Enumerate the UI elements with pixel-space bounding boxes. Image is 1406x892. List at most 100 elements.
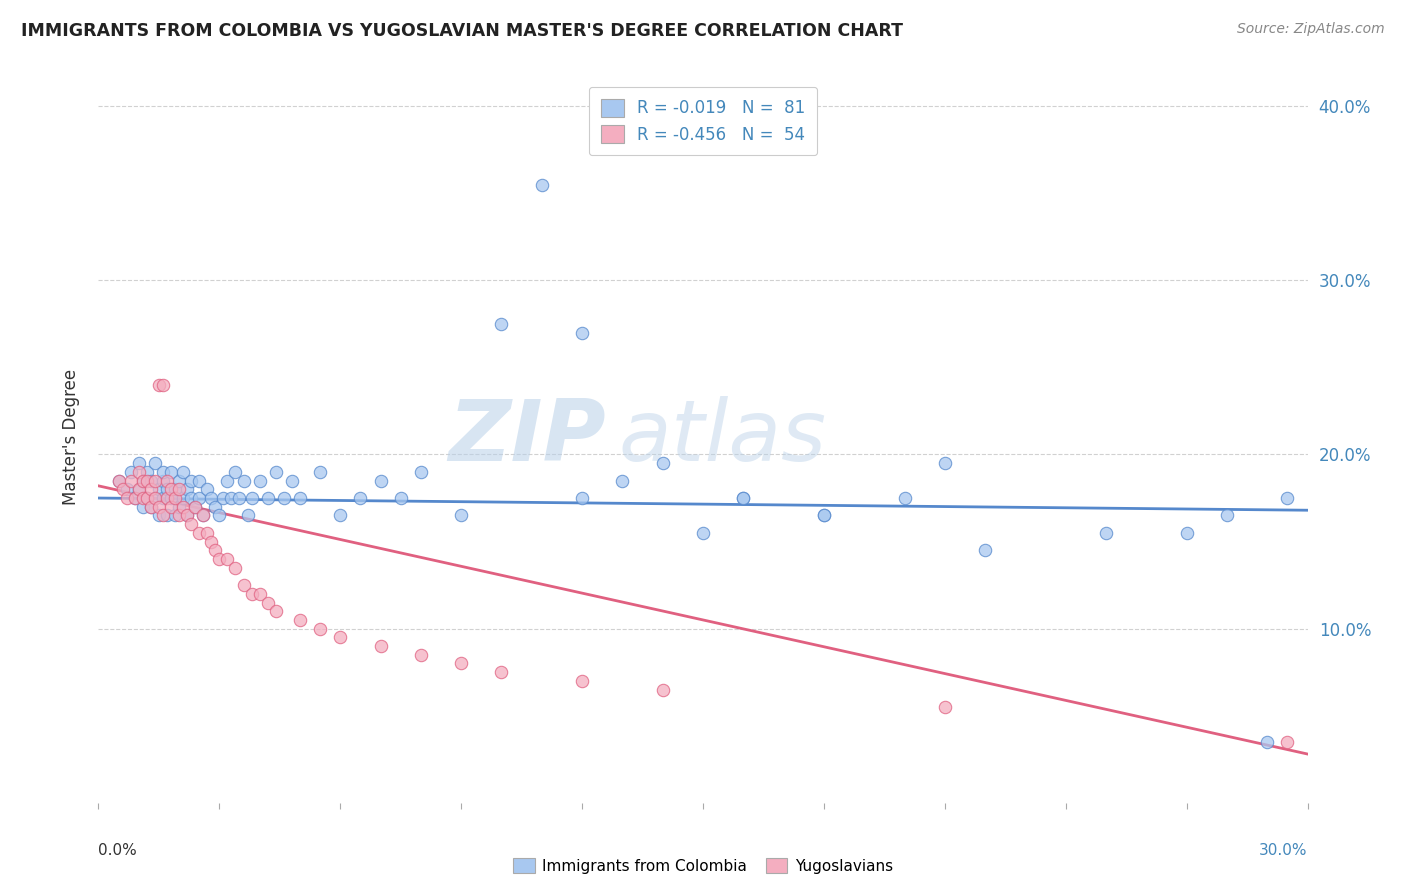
Y-axis label: Master's Degree: Master's Degree (62, 369, 80, 505)
Point (128, 483, 150, 497)
Point (167, 508, 190, 523)
Point (217, 474, 239, 488)
Point (135, 474, 157, 488)
Point (264, 604, 287, 618)
Point (184, 500, 207, 514)
Point (236, 508, 259, 523)
Point (167, 483, 190, 497)
Point (143, 474, 166, 488)
Point (273, 491, 295, 505)
Point (228, 491, 250, 505)
Point (163, 491, 186, 505)
Point (188, 474, 211, 488)
Point (1277, 735, 1299, 749)
Point (349, 491, 371, 505)
Point (132, 491, 155, 505)
Point (329, 631, 352, 645)
Point (107, 474, 129, 488)
Point (148, 500, 170, 514)
Legend: Immigrants from Colombia, Yugoslavians: Immigrants from Colombia, Yugoslavians (508, 852, 898, 880)
Point (135, 491, 157, 505)
Point (389, 491, 412, 505)
Point (163, 483, 186, 497)
Point (651, 456, 673, 470)
Point (167, 474, 190, 488)
Point (240, 587, 263, 601)
Point (288, 613, 311, 627)
Point (148, 377, 170, 392)
Point (156, 491, 179, 505)
Point (208, 552, 231, 566)
Point (409, 648, 432, 662)
Point (132, 474, 155, 488)
Point (135, 491, 157, 505)
Point (180, 474, 202, 488)
Point (152, 508, 174, 523)
Point (115, 483, 138, 497)
Point (256, 595, 278, 609)
Point (143, 456, 166, 470)
Point (180, 491, 202, 505)
Point (135, 465, 157, 479)
Text: 0.0%: 0.0% (98, 843, 138, 858)
Text: 30.0%: 30.0% (1260, 843, 1308, 858)
Point (200, 534, 222, 549)
Point (160, 491, 183, 505)
Point (160, 483, 183, 497)
Point (224, 465, 246, 479)
Point (139, 500, 162, 514)
Point (1277, 491, 1299, 505)
Point (733, 491, 755, 505)
Point (107, 474, 129, 488)
Point (195, 483, 218, 497)
Point (450, 657, 472, 671)
Point (143, 491, 166, 505)
Point (128, 456, 150, 470)
Point (132, 474, 155, 488)
Point (974, 543, 997, 558)
Point (163, 508, 186, 523)
Point (212, 491, 235, 505)
Point (111, 483, 134, 497)
Point (176, 508, 198, 523)
Point (813, 508, 835, 523)
Point (530, 178, 553, 192)
Point (156, 483, 179, 497)
Point (571, 673, 593, 688)
Point (120, 465, 142, 479)
Point (232, 578, 254, 592)
Point (188, 491, 211, 505)
Point (1095, 525, 1118, 540)
Point (934, 700, 956, 714)
Point (813, 508, 835, 523)
Text: Source: ZipAtlas.com: Source: ZipAtlas.com (1237, 22, 1385, 37)
Point (188, 525, 211, 540)
Text: ZIP: ZIP (449, 395, 606, 479)
Point (409, 465, 432, 479)
Point (193, 508, 215, 523)
Legend: R = -0.019   N =  81, R = -0.456   N =  54: R = -0.019 N = 81, R = -0.456 N = 54 (589, 87, 817, 155)
Point (309, 465, 332, 479)
Point (571, 326, 593, 340)
Point (152, 377, 174, 392)
Point (934, 456, 956, 470)
Point (176, 483, 198, 497)
Point (152, 491, 174, 505)
Point (256, 491, 278, 505)
Point (1256, 735, 1278, 749)
Point (733, 491, 755, 505)
Point (152, 465, 174, 479)
Point (180, 517, 202, 532)
Point (139, 500, 162, 514)
Point (249, 474, 271, 488)
Point (160, 465, 183, 479)
Point (156, 508, 179, 523)
Point (120, 474, 142, 488)
Text: IMMIGRANTS FROM COLOMBIA VS YUGOSLAVIAN MASTER'S DEGREE CORRELATION CHART: IMMIGRANTS FROM COLOMBIA VS YUGOSLAVIAN … (21, 22, 903, 40)
Point (124, 491, 146, 505)
Point (172, 500, 194, 514)
Point (329, 508, 352, 523)
Point (571, 491, 593, 505)
Point (172, 491, 194, 505)
Point (184, 500, 207, 514)
